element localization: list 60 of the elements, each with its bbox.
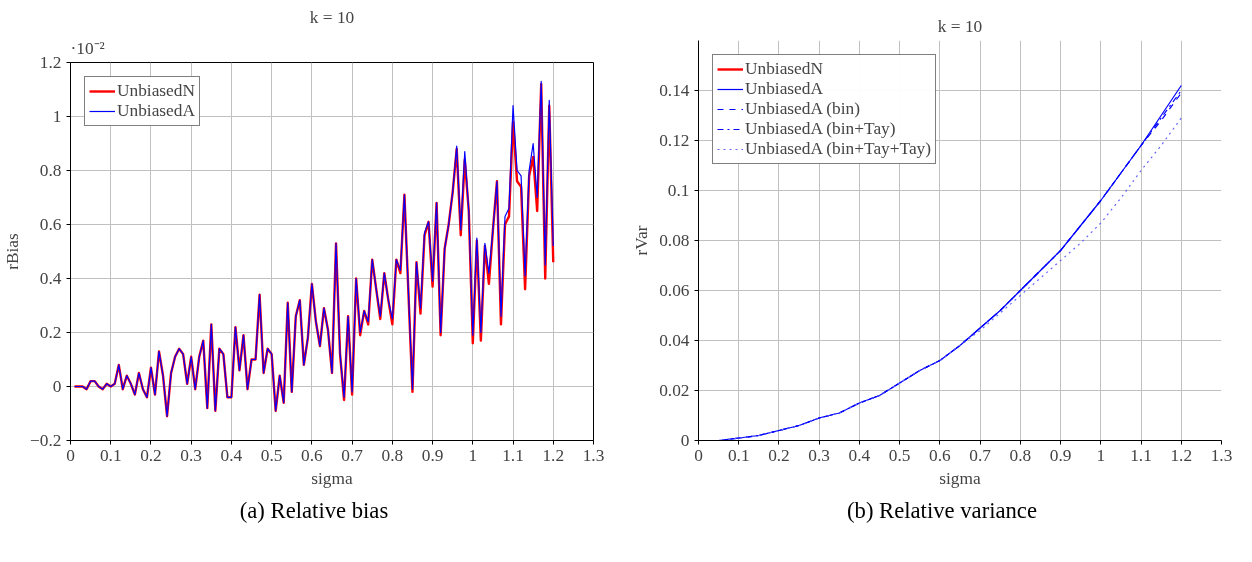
x-tick-label: 1.3	[1210, 445, 1233, 465]
x-tick-label: 0.2	[140, 445, 162, 465]
legend-label: UnbiasedA (bin+Tay)	[745, 119, 896, 139]
y-tick-label: 0.04	[659, 331, 690, 350]
x-tick-label: 0.2	[768, 445, 790, 465]
x-tick-label: 0.9	[421, 445, 444, 465]
x-tick-label: 1.2	[542, 445, 565, 465]
y-tick-label: 0.06	[659, 281, 690, 300]
x-tick-label: 0.5	[888, 445, 911, 465]
chart-title: k = 10	[937, 16, 983, 36]
x-tick-label: 1.1	[1130, 445, 1152, 465]
y-tick-label: 0.2	[39, 323, 62, 342]
y-tick-label: 0.08	[659, 231, 690, 250]
y-axis-title: rBias	[3, 232, 23, 270]
y-tick-label: 0.14	[659, 81, 690, 100]
y-tick-label: 1.2	[39, 53, 62, 72]
y-tick-label: 0.02	[659, 381, 690, 400]
x-tick-label: 0.8	[381, 445, 404, 465]
text: (a) Relative bias	[239, 497, 389, 525]
x-tick-label: 0.6	[301, 445, 324, 465]
y-axis-title: rVar	[632, 225, 652, 256]
x-tick-label: 0.1	[727, 445, 750, 465]
x-tick-label: 0.6	[929, 445, 952, 465]
legend-label: UnbiasedA	[117, 101, 195, 121]
x-tick-label: 0.8	[1009, 445, 1032, 465]
x-tick-label: 0.5	[260, 445, 283, 465]
x-tick-label: 0.3	[180, 445, 203, 465]
x-tick-label: 0.7	[341, 445, 364, 465]
x-tick-label: 1	[468, 445, 478, 465]
text: ·10⁻²	[70, 38, 105, 58]
x-tick-label: 1	[1096, 445, 1106, 465]
legend-label: UnbiasedA (bin)	[745, 99, 861, 119]
y-tick-label: 0	[680, 431, 690, 450]
y-tick-label: 0.8	[39, 161, 62, 180]
x-tick-label: 0.3	[808, 445, 831, 465]
x-tick-label: 0.4	[848, 445, 871, 465]
y-tick-label: 0.12	[659, 131, 690, 150]
y-tick-label: 0	[52, 377, 62, 396]
x-axis-title: sigma	[939, 468, 981, 488]
x-axis-title: sigma	[311, 468, 353, 488]
y-tick-label: 0.6	[39, 215, 62, 234]
text: (b) Relative variance	[847, 497, 1037, 525]
y-tick-label: 0.4	[39, 269, 62, 288]
x-tick-label: 0.4	[220, 445, 243, 465]
x-tick-label: 1.3	[582, 445, 605, 465]
x-tick-label: 0.1	[99, 445, 122, 465]
chart-title: k = 10	[309, 7, 355, 27]
x-tick-label: 1.2	[1170, 445, 1193, 465]
legend-label: UnbiasedN	[745, 59, 823, 79]
y-tick-label: 1	[52, 107, 62, 126]
y-tick-label: −0.2	[30, 431, 62, 450]
x-tick-label: 0.9	[1049, 445, 1072, 465]
x-tick-label: 0	[66, 445, 75, 465]
y-tick-label: 0.1	[667, 181, 690, 200]
legend-label: UnbiasedA	[745, 79, 823, 99]
legend-label: UnbiasedA (bin+Tay+Tay)	[745, 139, 932, 159]
x-tick-label: 0	[694, 445, 703, 465]
x-tick-label: 0.7	[969, 445, 992, 465]
legend-label: UnbiasedN	[117, 81, 195, 101]
x-tick-label: 1.1	[502, 445, 524, 465]
